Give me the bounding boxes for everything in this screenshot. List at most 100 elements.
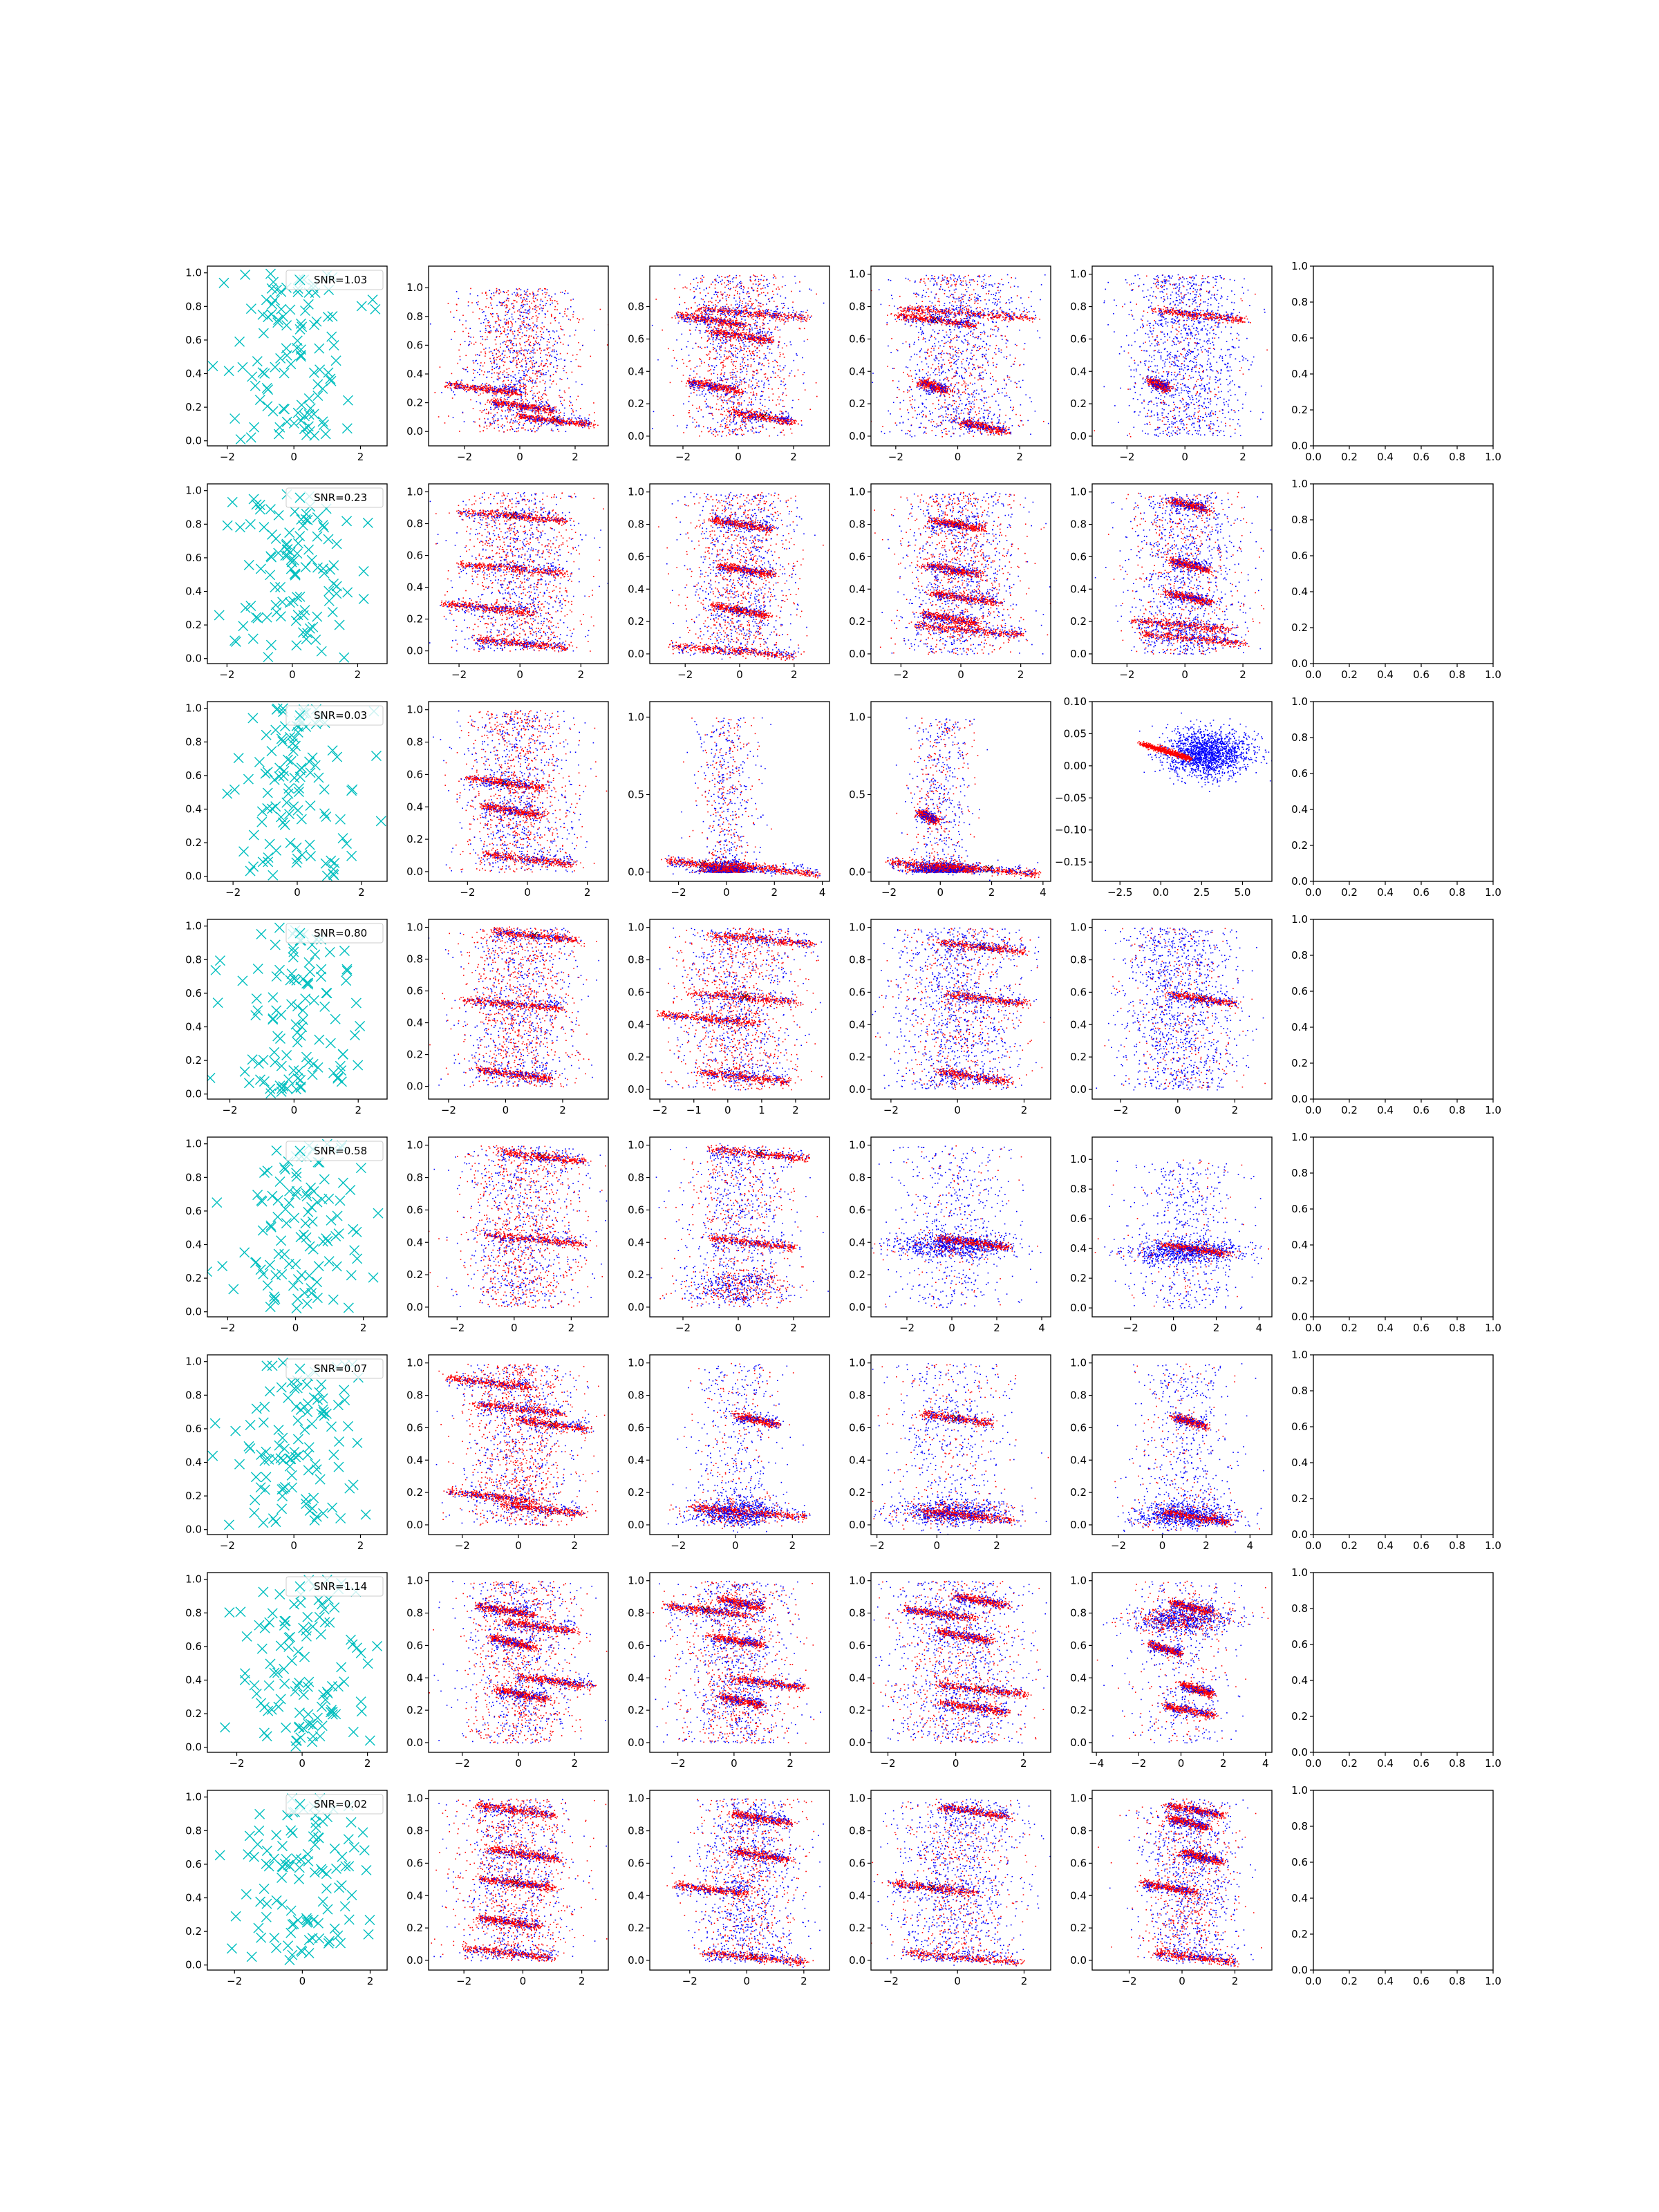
data-point [529,409,531,411]
data-point [720,317,722,319]
data-point [730,346,731,347]
data-point [772,291,774,292]
data-point [534,405,535,406]
data-point [489,332,491,334]
data-point [729,424,731,426]
data-point [518,370,520,371]
data-point [498,319,500,321]
data-point [688,341,689,342]
data-point [686,312,688,313]
data-point [524,327,525,328]
plot-area [409,288,608,433]
data-point [548,404,550,406]
sample-point [331,356,341,366]
data-point [535,413,536,415]
data-point [785,321,787,322]
data-point [707,324,709,325]
data-point [520,294,521,296]
data-point [700,395,701,396]
sample-point [276,304,286,314]
data-point [578,417,579,418]
data-point [747,311,748,312]
data-point [546,359,547,360]
data-point [607,344,608,346]
data-point [516,301,518,303]
data-point [548,406,550,407]
data-point [485,386,486,387]
data-point [503,342,504,344]
data-point [505,384,507,385]
data-point [710,324,711,326]
data-point [503,302,504,303]
data-point [732,383,733,384]
data-point [564,408,565,409]
data-point [741,285,742,286]
data-point [485,306,487,308]
data-point [726,379,727,380]
data-point [516,380,517,382]
data-point [499,326,500,327]
data-point [533,337,534,339]
data-point [733,420,735,421]
data-point [740,364,741,365]
data-point [496,357,498,358]
data-point [489,401,491,402]
sample-point [315,344,324,353]
data-point [504,292,505,294]
data-point [481,388,482,390]
data-point [559,419,561,420]
data-point [529,407,530,409]
data-point [733,402,734,403]
data-point [525,414,527,415]
data-point [744,288,745,289]
data-point [779,356,780,357]
data-point [504,392,505,393]
data-point [536,337,538,339]
data-point [715,435,716,437]
data-point [776,311,777,312]
data-point [543,305,544,306]
data-point [534,345,535,346]
data-point [704,324,706,325]
data-point [473,369,474,371]
data-point [482,344,483,346]
data-point [696,327,697,328]
data-point [751,305,753,306]
data-point [512,361,514,362]
data-point [731,339,732,340]
data-point [780,411,781,412]
data-point [588,420,590,422]
data-point [737,429,738,431]
data-point [778,346,779,347]
data-point [494,391,496,393]
data-point [772,297,774,299]
data-point [765,334,767,335]
data-point [527,291,528,292]
data-point [521,350,522,351]
data-point [524,290,525,292]
data-point [536,404,537,405]
data-point [467,387,468,388]
data-point [548,420,550,421]
data-point [807,339,809,341]
data-point [725,317,727,318]
data-point [486,413,487,415]
data-point [709,337,710,339]
data-point [533,416,534,418]
data-point [694,419,695,420]
data-point [496,395,497,397]
data-point [738,329,740,330]
data-point [771,310,772,311]
data-point [545,292,546,294]
data-point [717,275,718,276]
data-point [743,419,744,420]
data-point [706,341,708,342]
data-point [532,318,533,319]
data-point [501,410,503,411]
data-point [720,300,721,301]
data-point [555,306,556,308]
data-point [496,348,498,350]
data-point [498,431,500,432]
data-point [756,283,757,285]
data-point [756,370,758,371]
